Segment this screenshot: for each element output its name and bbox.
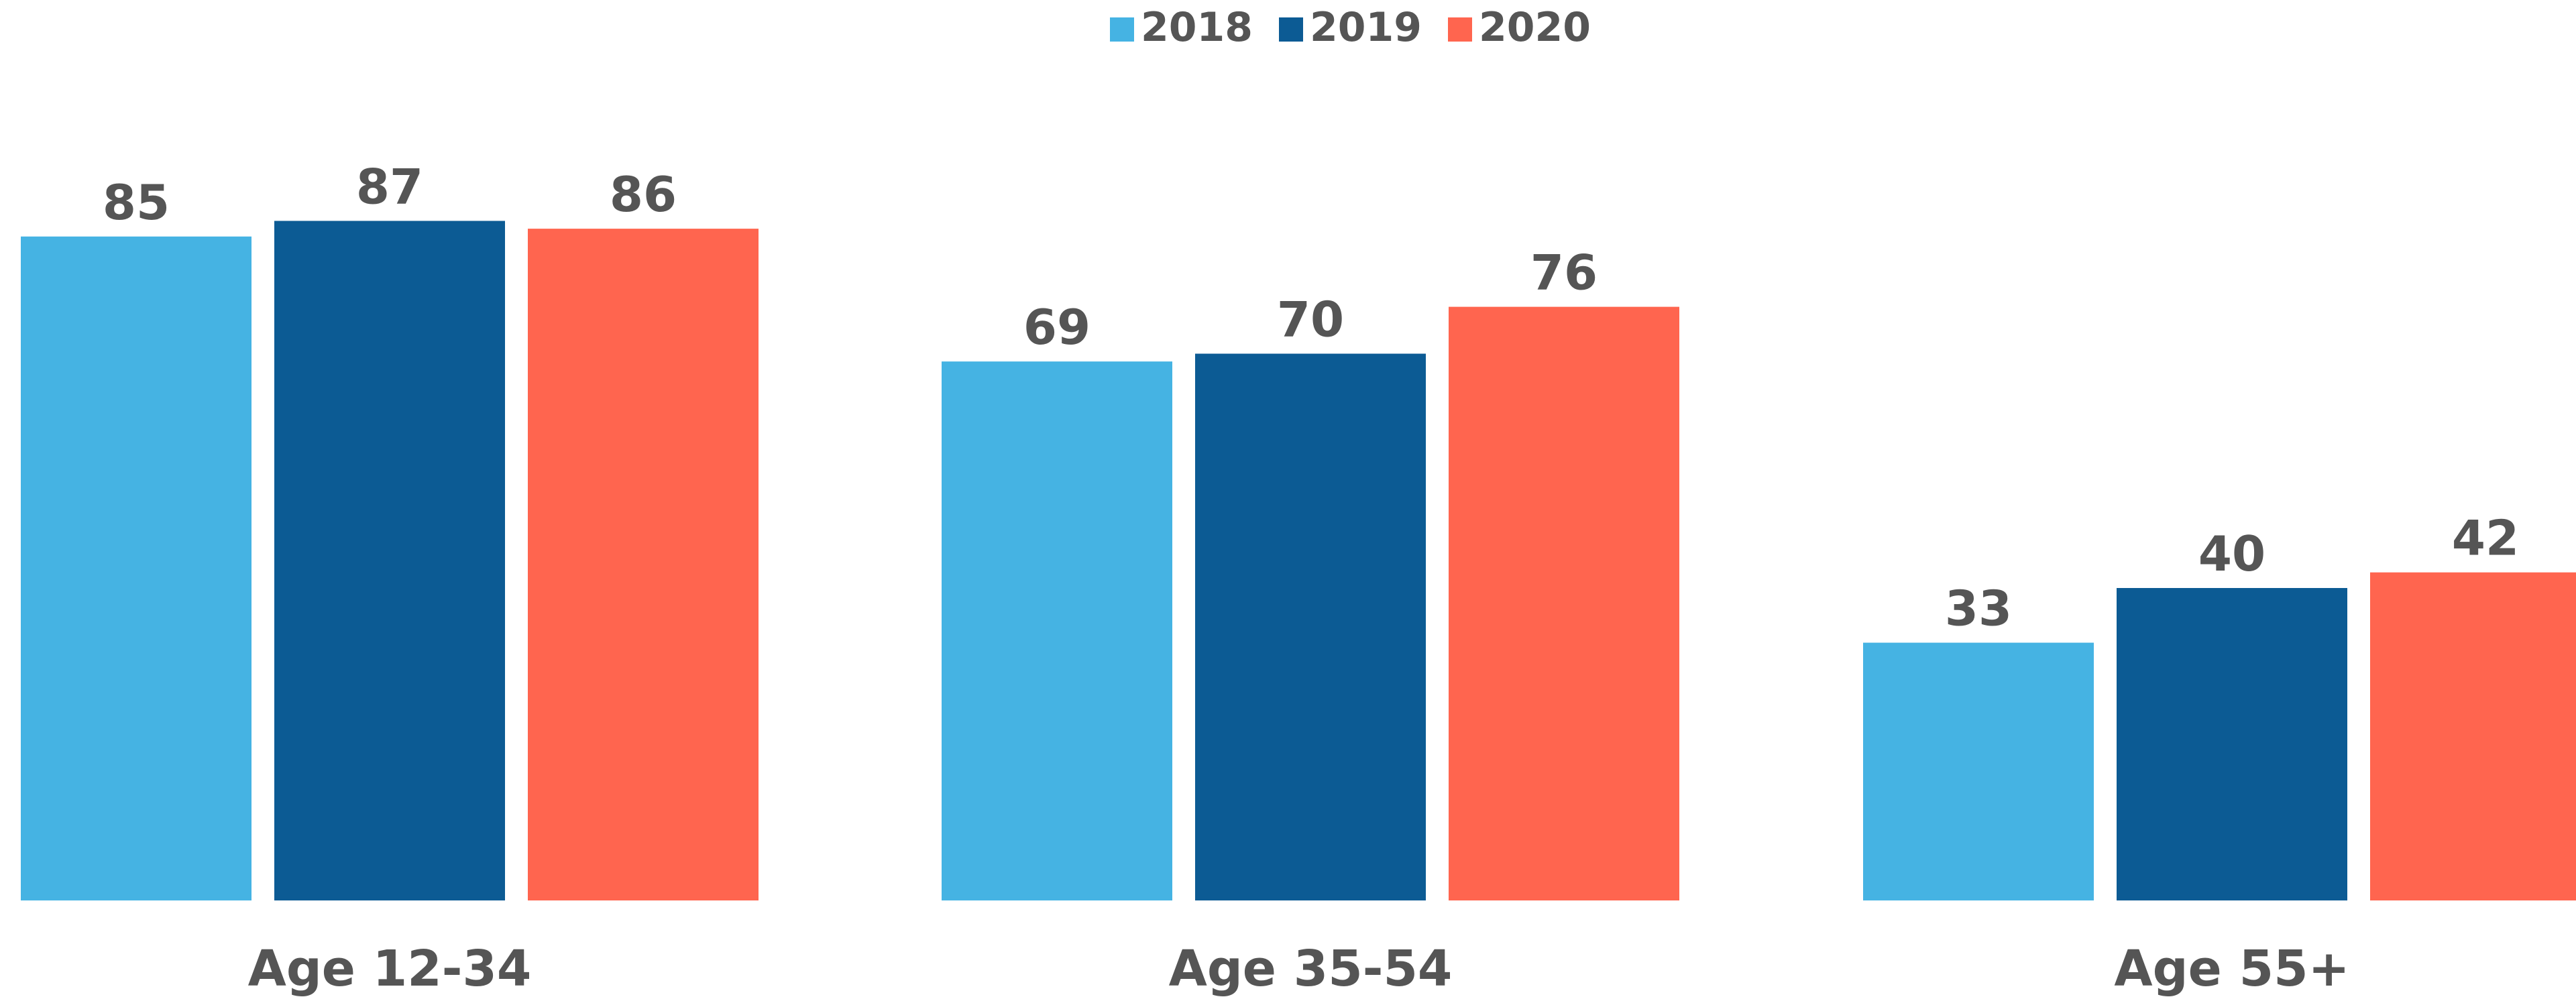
- bar-2018-2: [1863, 642, 2094, 900]
- bar-2019-0: [274, 221, 505, 900]
- value-labels: 85 87 86 69 70 76 33 40 42: [103, 158, 2519, 636]
- value-label-2018-2: 33: [1945, 581, 2012, 637]
- value-label-2019-1: 70: [1277, 292, 1344, 348]
- legend-swatch-2020: [1448, 17, 1472, 42]
- category-labels: Age 12-34 Age 35-54 Age 55+: [248, 940, 2350, 997]
- legend-label-2020: 2020: [1479, 4, 1591, 51]
- legend: 2018 2019 2020: [1110, 4, 1591, 51]
- legend-swatch-2018: [1110, 17, 1134, 42]
- bar-2018-1: [942, 361, 1172, 900]
- value-label-2018-1: 69: [1023, 299, 1090, 355]
- value-label-2019-0: 87: [356, 158, 423, 215]
- bar-2019-1: [1195, 353, 1426, 900]
- bar-2020-0: [528, 229, 759, 901]
- bars: [21, 221, 2576, 901]
- value-label-2020-0: 86: [610, 166, 677, 223]
- bar-2020-2: [2370, 572, 2576, 900]
- legend-swatch-2019: [1279, 17, 1303, 42]
- category-label-1: Age 35-54: [1169, 940, 1453, 997]
- legend-label-2019: 2019: [1310, 4, 1422, 51]
- value-label-2020-1: 76: [1530, 245, 1598, 301]
- category-label-0: Age 12-34: [248, 940, 532, 997]
- value-label-2019-2: 40: [2198, 526, 2265, 582]
- bar-2019-2: [2117, 588, 2347, 900]
- value-label-2018-0: 85: [103, 174, 170, 231]
- legend-label-2018: 2018: [1141, 4, 1253, 51]
- value-label-2020-2: 42: [2452, 510, 2519, 567]
- bar-2020-1: [1449, 306, 1679, 901]
- bar-2018-0: [21, 236, 251, 900]
- category-label-2: Age 55+: [2114, 940, 2349, 997]
